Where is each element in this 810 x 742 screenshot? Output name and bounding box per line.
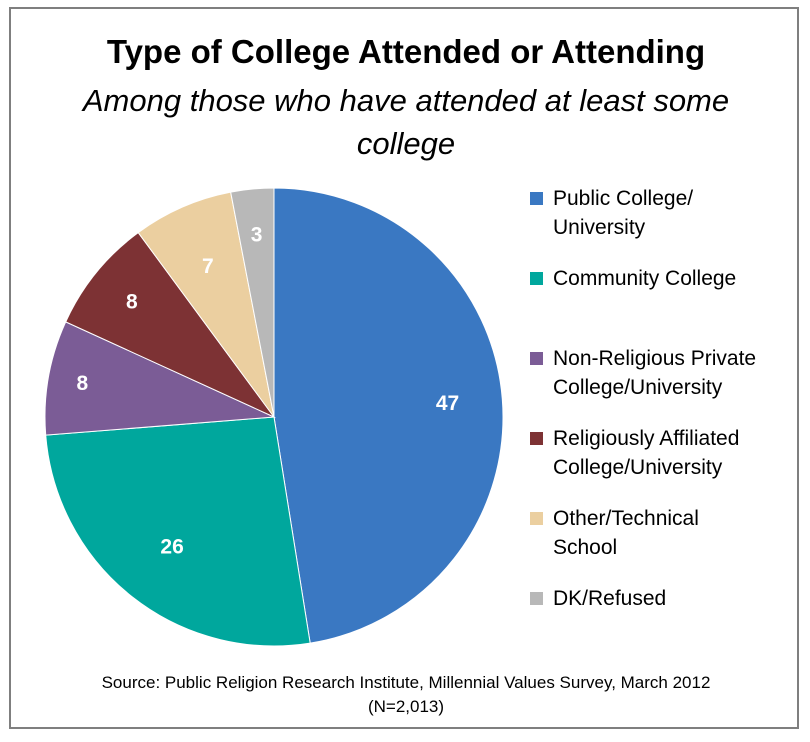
legend-label: Religiously Affiliated College/University [553,427,740,479]
legend-swatch [530,352,543,365]
pie-slice-3 [44,321,276,436]
pie-chart: 47 26 8 8 7 3 [44,187,504,647]
pie-slice-5 [137,191,275,418]
legend-label: DK/Refused [553,587,667,610]
slice-data-label-4: 8 [126,290,138,313]
slice-data-label-6: 3 [251,224,263,247]
legend-item-4: Religiously Affiliated College/University [530,424,800,482]
legend-item-2: Community College [530,264,800,293]
slice-data-label-1: 47 [436,392,459,415]
legend-swatch [530,512,543,525]
legend-label: Other/Technical School [553,507,699,559]
pie-slice-4 [65,231,276,419]
chart-title: Type of College Attended or Attending [106,33,706,70]
chart-frame: Type of College Attended or Attending Am… [9,7,799,729]
source-sample-size: (N=2,013) [367,697,445,716]
pie-slice-1 [273,187,504,644]
legend-swatch [530,272,543,285]
source-note: Source: Public Religion Research Institu… [11,671,801,719]
legend-swatch [530,592,543,605]
chart-subtitle: Among those who have attended at least s… [82,83,730,161]
legend-swatch [530,432,543,445]
pie-slice-2 [45,416,311,647]
slice-data-label-5: 7 [202,255,214,278]
source-line-1: Source: Public Religion Research Institu… [101,673,711,692]
slice-data-label-3: 8 [76,372,88,395]
legend-swatch [530,192,543,205]
legend-item-1: Public College/University [530,184,800,242]
legend-item-6: DK/Refused [530,584,800,613]
legend-item-3: Non-Religious Private College/University [530,344,800,402]
legend-label: Public College/University [553,187,694,239]
legend-item-5: Other/Technical School [530,504,800,562]
slice-data-label-2: 26 [160,536,183,559]
legend-label: Community College [553,267,737,290]
legend-label: Non-Religious Private College/University [553,347,757,399]
pie-slice-6 [230,187,275,418]
